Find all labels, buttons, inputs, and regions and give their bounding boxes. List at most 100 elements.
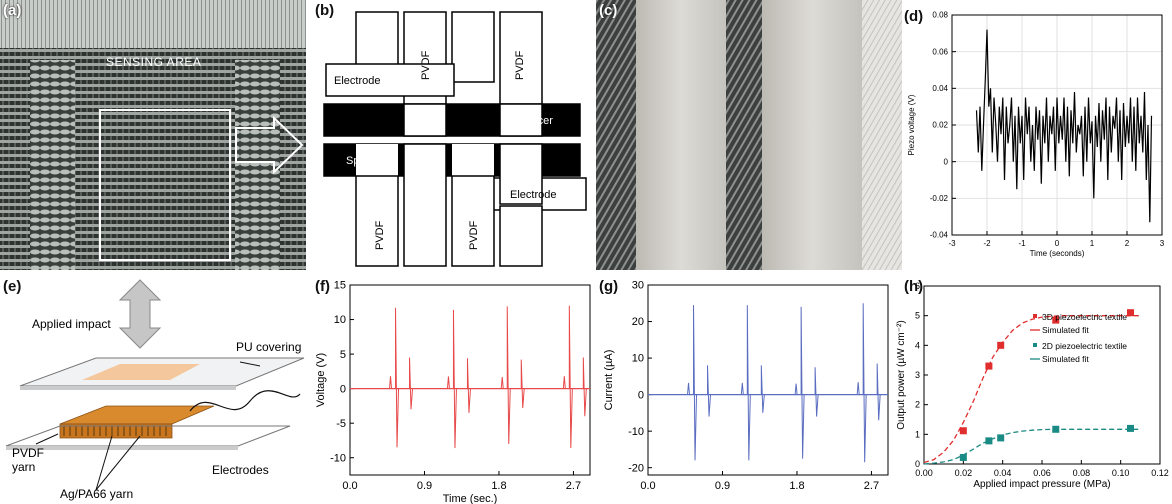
electrodes-label: Electrodes [212, 463, 269, 477]
y-tick-label: 6 [915, 281, 920, 291]
panel-label: (e) [3, 278, 22, 295]
sensing-area-box [99, 109, 231, 261]
legend-swatch [1033, 343, 1037, 347]
x-tick-label: 1.8 [491, 480, 506, 492]
x-tick-label: 0.04 [994, 468, 1012, 478]
spacer-label: Spacer [518, 115, 553, 127]
y-tick-label: 5 [340, 349, 346, 361]
spike [568, 305, 573, 449]
y-tick-label: 0 [944, 157, 949, 166]
x-tick-label: 0.9 [417, 480, 432, 492]
data-point [959, 427, 967, 435]
spike [693, 305, 698, 461]
panel-label: (h) [904, 278, 924, 295]
spike [862, 303, 867, 463]
x-tick-label: 0.08 [1073, 468, 1091, 478]
output-power-chart: 0.00 0.02 0.04 0.06 0.08 0.10 0.12 0 1 2 3 4 5 6 Appli… [896, 281, 1169, 490]
data-point [959, 453, 967, 461]
weave-diagram: PVDF PVDF PVDF PVDF Electrode Electrode … [323, 11, 587, 267]
x-tick-label: 0.00 [915, 468, 933, 478]
panel-a-fabric-photo: (a) SENSING AREA [0, 0, 306, 270]
panel-label: (f) [315, 278, 330, 295]
x-tick-label: 3 [1160, 239, 1165, 248]
y-tick-label: 5 [915, 311, 920, 321]
y-tick-label: 3 [915, 370, 920, 380]
x-tick-label: -3 [948, 239, 956, 248]
data-point [997, 434, 1005, 442]
y-tick-label: 0.02 [932, 121, 948, 130]
x-tick-label: 1.8 [789, 480, 804, 492]
fit-curve [923, 315, 1141, 464]
legend-entry: Simulated fit [1042, 354, 1089, 364]
y-tick-label: 0.08 [932, 11, 948, 20]
spike [506, 306, 511, 444]
spike [452, 309, 457, 449]
legend-entry: Simulated fit [1042, 325, 1089, 335]
pvdf-label: PVDF [420, 50, 432, 80]
spike [740, 365, 765, 413]
spike [446, 358, 471, 413]
device-schematic: Applied impact PU covering Electrodes Ag… [5, 279, 305, 501]
x-tick-label: 0.02 [955, 468, 973, 478]
y-tick-label: -5 [336, 418, 346, 430]
y-tick-label: -10 [628, 426, 644, 438]
series-line [975, 29, 1153, 223]
panel-label: (b) [315, 2, 335, 19]
panel-label: (g) [599, 278, 619, 295]
x-tick-label: 0 [1055, 239, 1060, 248]
panel-c-textile-photo: (c) [596, 0, 902, 270]
legend-swatch [1033, 314, 1037, 318]
y-tick-label: -20 [628, 462, 644, 474]
y-tick-label: 10 [334, 314, 346, 326]
spike [389, 357, 414, 410]
spike [687, 365, 712, 417]
pu-covering-label: PU covering [236, 340, 301, 354]
panel-d-piezo-chart: -3 -2 -1 0 1 2 3 -0.04 -0.02 0 0.02 0.04 0.06 0.08 Tim… [902, 0, 1172, 272]
spike [856, 363, 881, 421]
y-axis-label: Voltage (V) [315, 353, 327, 407]
panel-label: (a) [3, 2, 22, 19]
x-tick-label: 0.0 [640, 480, 655, 492]
panel-g-current-chart: 0.0 0.9 1.8 2.7 -20 -10 0 10 20 30 Current (µA) (g… [596, 276, 894, 504]
plot-frame [349, 284, 591, 476]
panel-label: (d) [904, 8, 924, 25]
fabric-photo-image [0, 0, 306, 270]
electrode-label: Electrode [334, 75, 380, 87]
spike [800, 306, 805, 459]
current-chart: 0.0 0.9 1.8 2.7 -20 -10 0 10 20 30 Current (µA) [603, 280, 889, 492]
x-tick-label: 0.10 [1112, 468, 1130, 478]
applied-impact-label: Applied impact [32, 317, 111, 331]
y-axis-label: Output power (µW cm⁻²) [896, 320, 907, 429]
spike [794, 367, 819, 417]
x-tick-label: 2.7 [864, 480, 879, 492]
y-tick-label: 0.04 [932, 84, 948, 93]
data-point [1127, 309, 1134, 317]
spike [500, 359, 525, 409]
y-tick-label: -0.04 [930, 231, 949, 240]
y-tick-label: 0 [340, 383, 346, 395]
x-tick-label: 0.12 [1151, 468, 1169, 478]
panel-h-power-chart: 0.00 0.02 0.04 0.06 0.08 0.10 0.12 0 1 2 3 4 5 6 Appli… [894, 276, 1172, 504]
pvdf-label: PVDF [468, 220, 480, 250]
spike [395, 307, 400, 448]
x-axis-label: Time (seconds) [1030, 249, 1085, 258]
agpa-yarn-label: Ag/PA66 yarn [60, 487, 133, 501]
data-point [985, 437, 993, 445]
panel-label: (c) [599, 2, 618, 19]
legend-entry: 3D piezoelectric textile [1042, 312, 1127, 322]
arrow-right-icon [235, 115, 304, 175]
spacer-label: Spacer [346, 155, 381, 167]
panel-f-voltage-chart: 0.0 0.9 1.8 2.7 -10 -5 0 5 10 15 Time (sec.) Voltag… [312, 276, 596, 504]
x-tick-label: 0.0 [342, 480, 357, 492]
legend-entry: 2D piezoelectric textile [1042, 341, 1127, 351]
y-tick-label: 10 [632, 353, 644, 365]
pvdf-label: PVDF [514, 50, 526, 80]
pvdf-yarn-label: PVDF yarn [12, 446, 45, 474]
y-axis-label: Current (µA) [603, 350, 615, 411]
y-tick-label: 4 [915, 340, 920, 350]
x-tick-label: 2 [1125, 239, 1130, 248]
x-tick-label: -1 [1018, 239, 1026, 248]
y-tick-label: 15 [334, 280, 346, 292]
y-tick-label: 0.06 [932, 47, 948, 56]
data-point [1127, 424, 1134, 432]
